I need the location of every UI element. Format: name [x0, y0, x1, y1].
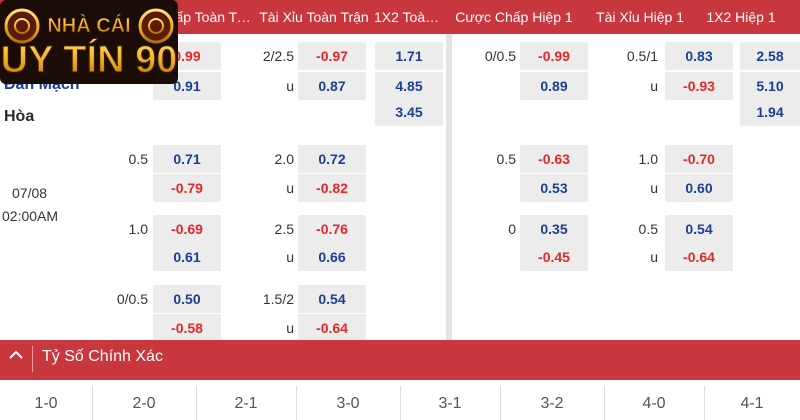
- odd-ou-h1-over[interactable]: -0.70: [665, 145, 733, 173]
- exact-score-row: 1-0 2-0 2-1 3-0 3-1 3-2 4-0 4-1: [0, 380, 800, 420]
- score-1-0[interactable]: 1-0: [34, 395, 58, 412]
- score-separator: [604, 386, 605, 420]
- odd-ou-ft-under[interactable]: 0.66: [298, 243, 366, 271]
- odd-hc-h1-home[interactable]: -0.63: [520, 145, 588, 173]
- odd-1x2-h1-home[interactable]: 2.58: [740, 42, 800, 70]
- odd-1x2-ft-draw[interactable]: 3.45: [375, 98, 443, 126]
- line-hc-h1: 0: [508, 221, 516, 237]
- line-ou-ft: 1.5/2: [262, 291, 294, 307]
- odd-hc-h1-home[interactable]: 0.35: [520, 215, 588, 243]
- line-ou-h1: 0.5: [638, 221, 658, 237]
- odd-ou-h1-under[interactable]: 0.60: [665, 174, 733, 202]
- odd-hc-h1-away[interactable]: 0.89: [520, 72, 588, 100]
- score-separator: [196, 386, 197, 420]
- odd-hc-h1-away[interactable]: 0.53: [520, 174, 588, 202]
- header-1x2-ft[interactable]: 1X2 Toàn Trận: [374, 9, 446, 25]
- column-divider: [446, 34, 452, 340]
- under-label: u: [650, 249, 658, 265]
- header-1x2-h1[interactable]: 1X2 Hiệp 1: [706, 9, 776, 25]
- under-label: u: [650, 180, 658, 196]
- score-separator: [296, 386, 297, 420]
- section-separator: [32, 346, 33, 372]
- exact-score-title: Tỷ Số Chính Xác: [42, 348, 163, 365]
- under-label: u: [286, 78, 294, 94]
- match-date: 07/08: [12, 185, 48, 201]
- odd-hc-ft-away[interactable]: -0.58: [153, 314, 221, 342]
- odd-1x2-ft-away[interactable]: 4.85: [375, 72, 443, 100]
- under-label: u: [286, 249, 294, 265]
- odd-hc-ft-home[interactable]: -0.69: [153, 215, 221, 243]
- match-time: 02:00AM: [2, 208, 59, 224]
- chevron-up-icon[interactable]: [8, 348, 24, 365]
- odd-ou-h1-under[interactable]: -0.64: [665, 243, 733, 271]
- score-4-1[interactable]: 4-1: [740, 395, 764, 412]
- odd-hc-h1-home[interactable]: -0.99: [520, 42, 588, 70]
- header-over-under-ft[interactable]: Tài Xỉu Toàn Trận: [259, 9, 369, 25]
- odd-hc-ft-away[interactable]: 0.61: [153, 243, 221, 271]
- odd-ou-ft-under[interactable]: 0.87: [298, 72, 366, 100]
- odd-1x2-h1-away[interactable]: 5.10: [740, 72, 800, 100]
- under-label: u: [286, 180, 294, 196]
- odd-hc-ft-away[interactable]: -0.79: [153, 174, 221, 202]
- odd-1x2-ft-home[interactable]: 1.71: [375, 42, 443, 70]
- score-separator: [500, 386, 501, 420]
- line-hc-h1: 0/0.5: [484, 48, 516, 64]
- odd-ou-ft-over[interactable]: -0.76: [298, 215, 366, 243]
- score-2-0[interactable]: 2-0: [132, 395, 156, 412]
- brand-logo: NHÀ CÁI UY TÍN 90: [0, 0, 178, 84]
- line-ou-ft: 2/2.5: [262, 48, 294, 64]
- score-separator: [400, 386, 401, 420]
- svg-text:NHÀ CÁI: NHÀ CÁI: [47, 14, 130, 37]
- exact-score-section-header[interactable]: Tỷ Số Chính Xác: [0, 340, 800, 380]
- header-handicap-h1[interactable]: Cược Chấp Hiệp 1: [455, 9, 573, 25]
- line-hc-ft: 0/0.5: [116, 291, 148, 307]
- svg-text:UY TÍN 90: UY TÍN 90: [1, 37, 178, 81]
- score-3-2[interactable]: 3-2: [540, 395, 564, 412]
- odd-ou-ft-under[interactable]: -0.82: [298, 174, 366, 202]
- odd-ou-ft-over[interactable]: -0.97: [298, 42, 366, 70]
- odd-ou-ft-under[interactable]: -0.64: [298, 314, 366, 342]
- score-separator: [704, 386, 705, 420]
- draw-label: Hòa: [4, 108, 35, 125]
- line-ou-ft: 2.5: [274, 221, 294, 237]
- odd-ou-h1-over[interactable]: 0.83: [665, 42, 733, 70]
- score-separator: [92, 386, 93, 420]
- line-ou-ft: 2.0: [274, 151, 294, 167]
- line-hc-h1: 0.5: [496, 151, 516, 167]
- score-4-0[interactable]: 4-0: [642, 395, 666, 412]
- score-3-1[interactable]: 3-1: [438, 395, 462, 412]
- odd-ou-ft-over[interactable]: 0.54: [298, 285, 366, 313]
- score-2-1[interactable]: 2-1: [234, 395, 258, 412]
- odd-1x2-h1-draw[interactable]: 1.94: [740, 98, 800, 126]
- odd-ou-h1-over[interactable]: 0.54: [665, 215, 733, 243]
- under-label: u: [650, 78, 658, 94]
- odd-hc-ft-home[interactable]: 0.50: [153, 285, 221, 313]
- line-hc-ft: 0.5: [128, 151, 148, 167]
- header-over-under-h1[interactable]: Tài Xỉu Hiệp 1: [596, 9, 684, 25]
- odd-hc-ft-home[interactable]: 0.71: [153, 145, 221, 173]
- odd-ou-ft-over[interactable]: 0.72: [298, 145, 366, 173]
- odd-ou-h1-under[interactable]: -0.93: [665, 72, 733, 100]
- line-ou-h1: 1.0: [638, 151, 658, 167]
- under-label: u: [286, 320, 294, 336]
- line-hc-ft: 1.0: [128, 221, 148, 237]
- odd-hc-h1-away[interactable]: -0.45: [520, 243, 588, 271]
- line-ou-h1: 0.5/1: [626, 48, 658, 64]
- odd-hc-ft-away[interactable]: 0.91: [153, 72, 221, 100]
- score-3-0[interactable]: 3-0: [336, 395, 360, 412]
